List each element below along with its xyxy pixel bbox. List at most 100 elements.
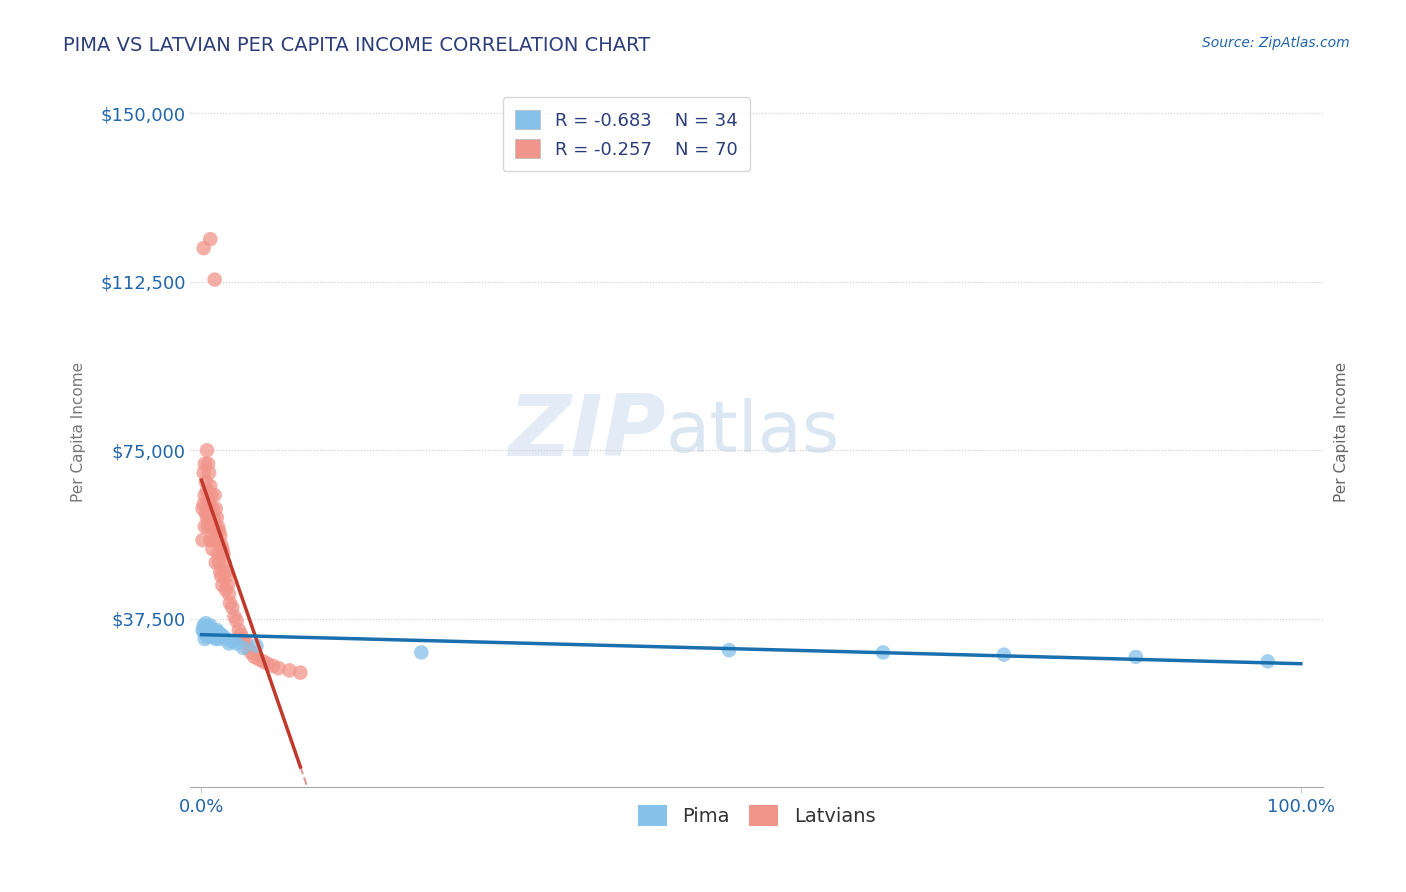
Point xyxy=(217,578,239,592)
Point xyxy=(1125,649,1147,664)
Legend: Pima, Latvians: Pima, Latvians xyxy=(630,797,883,834)
Point xyxy=(252,654,274,668)
Point xyxy=(208,524,231,538)
Point xyxy=(208,632,231,646)
Point xyxy=(200,488,222,502)
Point xyxy=(193,466,215,480)
Point xyxy=(202,510,225,524)
Point xyxy=(193,625,215,640)
Point xyxy=(194,616,217,631)
Point xyxy=(200,519,222,533)
Point xyxy=(204,519,226,533)
Point xyxy=(194,457,217,471)
Point xyxy=(411,645,433,659)
Point xyxy=(212,630,235,644)
Point xyxy=(209,538,232,552)
Point xyxy=(262,659,284,673)
Point xyxy=(194,519,217,533)
Point xyxy=(205,533,228,548)
Point xyxy=(201,519,224,533)
Point xyxy=(209,565,232,579)
Point xyxy=(202,625,225,640)
Point xyxy=(195,483,218,498)
Point xyxy=(243,649,266,664)
Point xyxy=(200,232,222,246)
Point xyxy=(225,636,247,650)
Text: atlas: atlas xyxy=(666,398,841,467)
Point xyxy=(214,556,236,570)
Point xyxy=(267,661,290,675)
Point xyxy=(195,623,218,637)
Point xyxy=(235,634,257,648)
Point xyxy=(204,556,226,570)
Point xyxy=(194,488,217,502)
Point xyxy=(198,501,221,516)
Point xyxy=(224,609,246,624)
Point xyxy=(198,466,221,480)
Point xyxy=(204,501,226,516)
Point xyxy=(239,645,262,659)
Point xyxy=(201,501,224,516)
Point xyxy=(201,630,224,644)
Point xyxy=(245,639,267,653)
Y-axis label: Per Capita Income: Per Capita Income xyxy=(72,362,86,502)
Point xyxy=(195,630,218,644)
Point xyxy=(228,623,250,637)
Point xyxy=(197,519,219,533)
Point xyxy=(200,533,222,548)
Point xyxy=(194,632,217,646)
Point xyxy=(205,510,228,524)
Y-axis label: Per Capita Income: Per Capita Income xyxy=(1334,362,1348,502)
Point xyxy=(215,569,238,583)
Point xyxy=(207,625,229,640)
Point xyxy=(204,528,226,542)
Point xyxy=(200,479,222,493)
Point xyxy=(193,618,215,632)
Point xyxy=(247,652,270,666)
Point xyxy=(718,643,741,657)
Point xyxy=(256,657,278,671)
Point xyxy=(218,636,240,650)
Point xyxy=(218,587,240,601)
Point xyxy=(197,492,219,507)
Point xyxy=(215,582,238,597)
Point xyxy=(211,578,233,592)
Point xyxy=(209,627,232,641)
Point xyxy=(232,640,254,655)
Point xyxy=(191,533,214,548)
Point xyxy=(212,547,235,561)
Point xyxy=(202,533,225,548)
Point xyxy=(194,627,217,641)
Point xyxy=(191,501,214,516)
Point xyxy=(232,632,254,646)
Point xyxy=(194,506,217,520)
Point xyxy=(195,443,218,458)
Point xyxy=(221,600,243,615)
Point xyxy=(197,627,219,641)
Text: PIMA VS LATVIAN PER CAPITA INCOME CORRELATION CHART: PIMA VS LATVIAN PER CAPITA INCOME CORREL… xyxy=(63,36,651,54)
Point xyxy=(200,510,222,524)
Point xyxy=(205,623,228,637)
Point xyxy=(207,547,229,561)
Point xyxy=(211,542,233,557)
Point xyxy=(201,542,224,557)
Point xyxy=(993,648,1015,662)
Point xyxy=(198,625,221,640)
Point xyxy=(209,528,232,542)
Point xyxy=(197,457,219,471)
Point xyxy=(219,596,242,610)
Point xyxy=(207,519,229,533)
Point xyxy=(193,241,215,255)
Point xyxy=(209,569,232,583)
Point xyxy=(195,510,218,524)
Point xyxy=(194,475,217,489)
Point xyxy=(215,632,238,646)
Point xyxy=(200,627,222,641)
Point xyxy=(198,621,221,635)
Point xyxy=(204,632,226,646)
Point xyxy=(221,634,243,648)
Point xyxy=(225,614,247,628)
Text: ZIP: ZIP xyxy=(509,391,666,474)
Point xyxy=(215,565,238,579)
Point xyxy=(191,623,214,637)
